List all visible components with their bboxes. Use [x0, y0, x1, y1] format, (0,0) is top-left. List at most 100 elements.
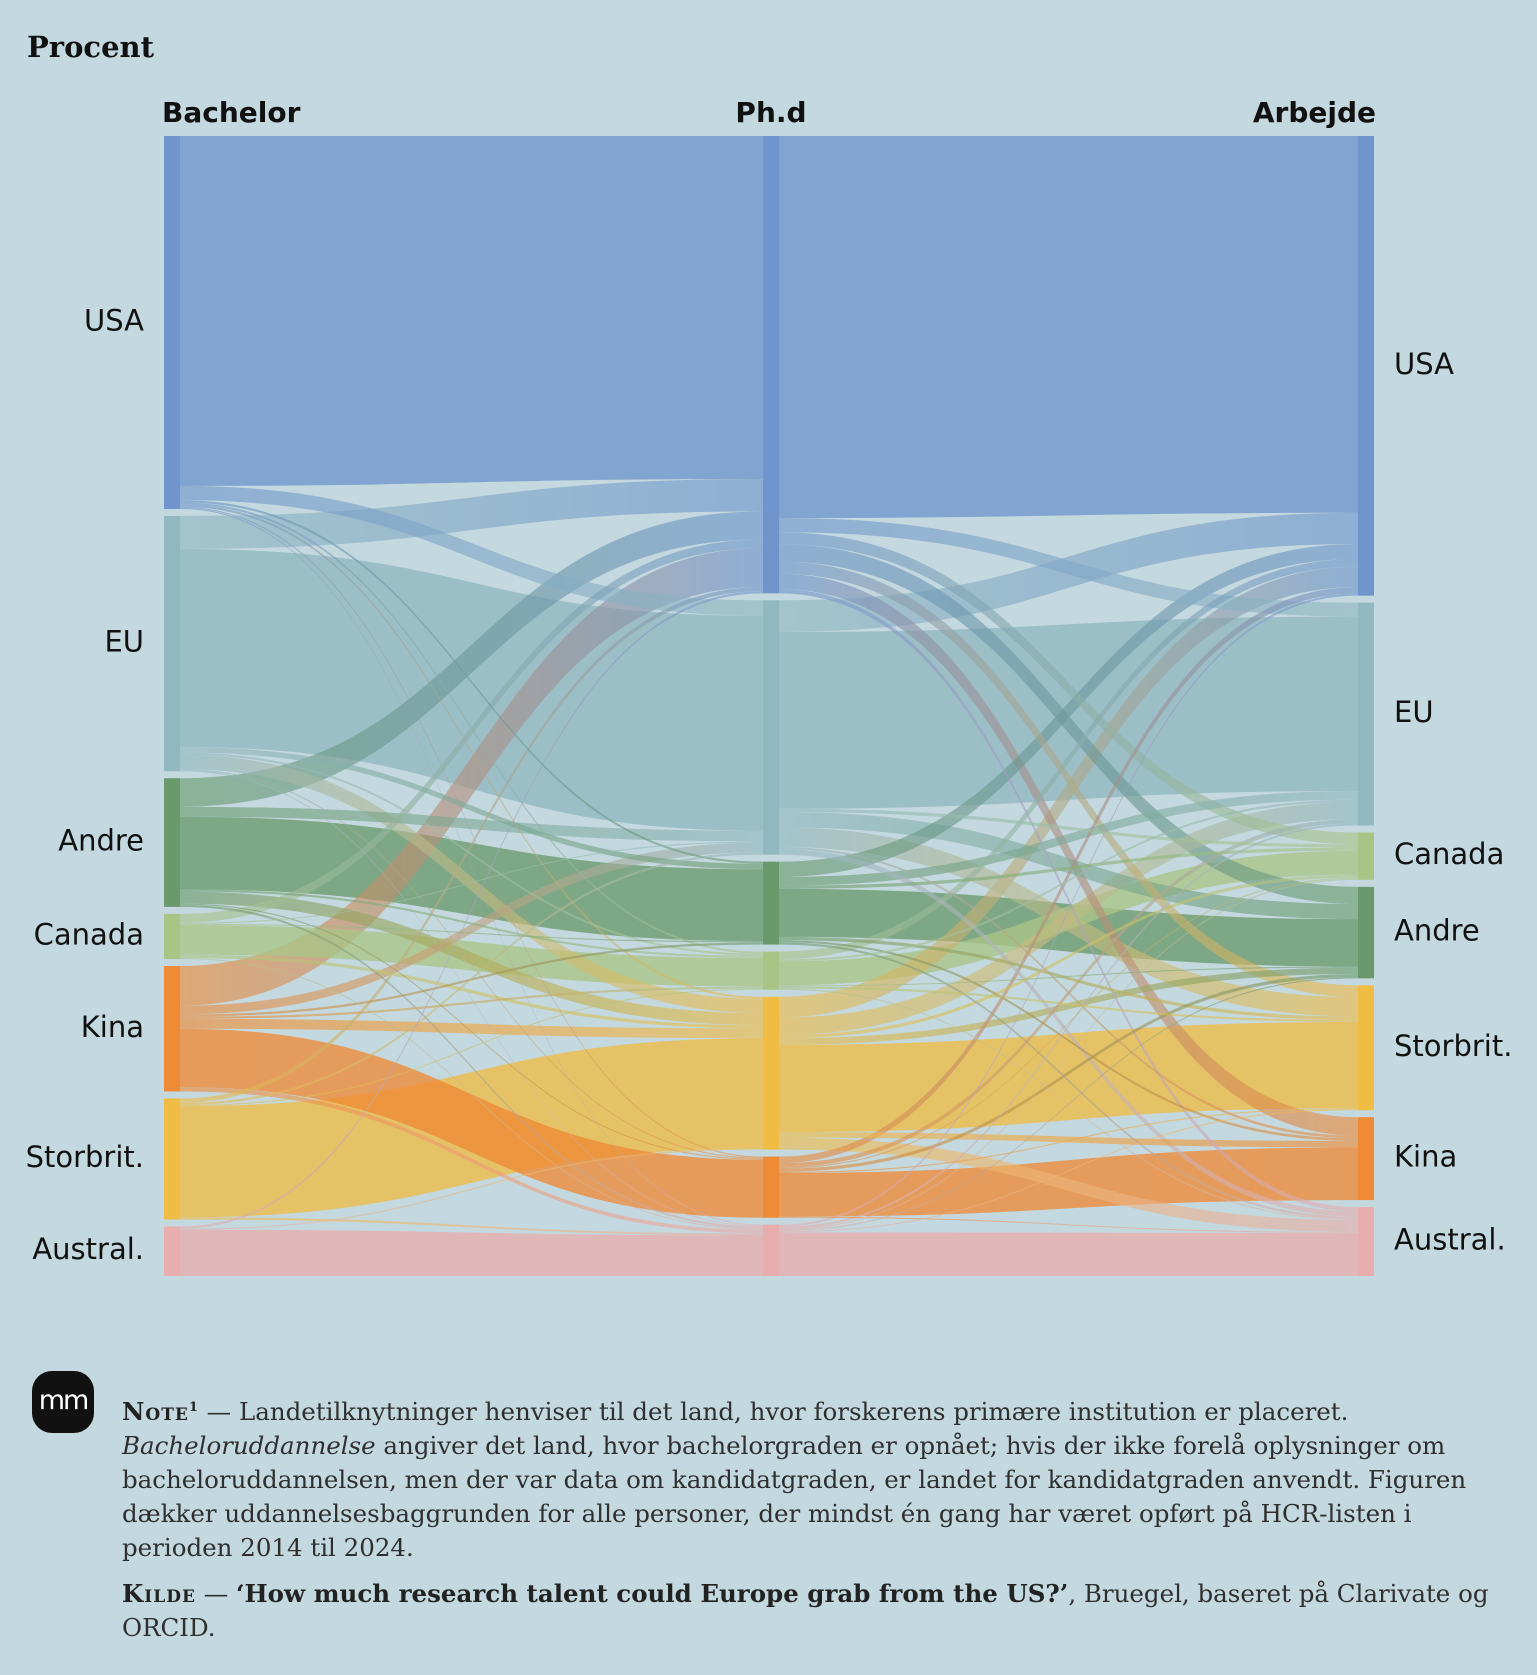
flow-phd-usa-to-kina	[779, 573, 1358, 1136]
flow-bachelor-andre-to-storbrit	[180, 891, 763, 1026]
source-paragraph: Kilde — ‘How much research talent could …	[122, 1579, 1489, 1643]
flow-bachelor-canada-to-storbrit	[180, 954, 763, 1029]
flow-phd-eu-to-canada	[779, 808, 1358, 848]
flow-phd-canada-to-usa	[779, 559, 1358, 960]
note-footnote-mark: 1	[188, 1400, 199, 1415]
flow-phd-canada-to-eu	[779, 799, 1358, 962]
node-bachelor-andre	[164, 778, 180, 907]
node-bachelor-storbrit	[164, 1098, 180, 1220]
flow-phd-austral-to-storbrit	[779, 1109, 1358, 1233]
node-bachelor-usa	[164, 136, 180, 509]
flow-phd-eu-to-andre	[779, 812, 1358, 920]
flow-phd-usa-to-austral	[779, 588, 1358, 1212]
source-lead: Kilde	[122, 1579, 196, 1609]
label-bachelor-eu: EU	[104, 625, 144, 659]
flow-phd-storbrit-to-storbrit	[779, 1021, 1358, 1133]
flow-phd-usa-to-andre	[779, 544, 1358, 905]
flow-phd-austral-to-andre	[779, 977, 1358, 1232]
node-arbejde-storbrit	[1358, 985, 1374, 1111]
flow-phd-andre-to-usa	[779, 543, 1358, 877]
flow-bachelor-usa-to-canada	[180, 502, 763, 954]
flow-bachelor-kina-to-austral	[180, 1087, 763, 1234]
flow-bachelor-usa-to-storbrit	[180, 504, 763, 999]
flow-phd-kina-to-austral	[779, 1216, 1358, 1233]
label-bachelor-kina: Kina	[81, 1010, 144, 1044]
flow-phd-kina-to-storbrit	[779, 1108, 1358, 1173]
sankey-nodes	[164, 136, 1374, 1276]
node-arbejde-andre	[1358, 886, 1374, 979]
node-arbejde-austral	[1358, 1207, 1374, 1276]
flow-bachelor-usa-to-kina	[180, 506, 763, 1158]
flow-phd-eu-to-austral	[779, 849, 1358, 1217]
flow-phd-austral-to-usa	[779, 593, 1358, 1227]
flow-phd-andre-to-eu	[779, 791, 1358, 886]
stage-header-arbejde: Arbejde	[1253, 96, 1376, 129]
node-bachelor-eu	[164, 515, 180, 772]
flow-phd-austral-to-eu	[779, 823, 1358, 1230]
node-bachelor-kina	[164, 966, 180, 1092]
flow-bachelor-eu-to-canada	[180, 752, 763, 956]
flow-bachelor-canada-to-austral	[180, 957, 763, 1230]
node-phd-storbrit	[763, 996, 779, 1150]
notes: Note1 — Landetilknytninger henviser til …	[122, 1391, 1502, 1657]
flow-bachelor-canada-to-usa	[180, 539, 763, 923]
flow-bachelor-storbrit-to-austral	[180, 1217, 763, 1236]
flow-phd-storbrit-to-eu	[779, 801, 1358, 1035]
flow-bachelor-kina-to-kina	[180, 1028, 763, 1218]
flow-phd-usa-to-usa	[779, 136, 1358, 519]
sankey-chart: USA EU Andre Canada Kina Storbrit. Austral. USA…	[26, 96, 1513, 1276]
flow-phd-eu-to-kina	[779, 846, 1358, 1139]
flow-bachelor-kina-to-canada	[180, 986, 763, 1019]
stage-header-bachelor: Bachelor	[162, 96, 301, 129]
node-arbejde-usa	[1358, 136, 1374, 596]
flow-phd-kina-to-andre	[779, 974, 1358, 1172]
label-arbejde-canada: Canada	[1394, 837, 1504, 871]
flow-bachelor-usa-to-andre	[180, 500, 763, 864]
stage-header-phd: Ph.d	[735, 96, 806, 129]
brand-logo: mm	[32, 1371, 94, 1433]
sankey-links	[180, 136, 1358, 1276]
flow-phd-usa-to-eu	[779, 518, 1358, 617]
node-phd-usa	[763, 136, 779, 594]
flow-bachelor-usa-to-austral	[180, 507, 763, 1226]
label-bachelor-storbrit: Storbrit.	[26, 1140, 144, 1174]
flow-phd-canada-to-andre	[779, 966, 1358, 987]
node-arbejde-kina	[1358, 1117, 1374, 1201]
flow-bachelor-usa-to-usa	[180, 136, 763, 486]
flow-bachelor-andre-to-kina	[180, 903, 763, 1160]
flow-phd-austral-to-canada	[779, 878, 1358, 1231]
sankey-labels: USA EU Andre Canada Kina Storbrit. Austral. USA…	[26, 303, 1513, 1266]
source-title: ‘How much research talent could Europe g…	[235, 1579, 1069, 1609]
flow-bachelor-kina-to-storbrit	[180, 1018, 763, 1039]
label-arbejde-austral: Austral.	[1394, 1223, 1506, 1257]
flow-bachelor-eu-to-usa	[180, 478, 763, 549]
flow-phd-andre-to-storbrit	[779, 936, 1358, 1020]
note-paragraph: Note1 — Landetilknytninger henviser til …	[122, 1397, 1467, 1563]
flow-bachelor-andre-to-canada	[180, 889, 763, 958]
flow-phd-andre-to-canada	[779, 847, 1358, 889]
label-bachelor-usa: USA	[84, 303, 144, 337]
node-phd-eu	[763, 600, 779, 855]
label-arbejde-kina: Kina	[1394, 1140, 1457, 1174]
flow-phd-storbrit-to-canada	[779, 874, 1358, 1039]
label-arbejde-andre: Andre	[1394, 914, 1480, 948]
label-arbejde-eu: EU	[1394, 695, 1434, 729]
node-phd-kina	[763, 1156, 779, 1218]
flow-bachelor-austral-to-usa	[180, 591, 763, 1229]
flow-bachelor-austral-to-austral	[180, 1229, 763, 1276]
flow-phd-austral-to-austral	[779, 1232, 1358, 1276]
flow-phd-usa-to-canada	[779, 532, 1358, 845]
flow-bachelor-andre-to-usa	[180, 511, 763, 807]
note-italic: Bacheloruddannelse	[122, 1431, 376, 1461]
node-phd-canada	[763, 951, 779, 990]
flow-bachelor-andre-to-austral	[180, 904, 763, 1229]
label-arbejde-storbrit: Storbrit.	[1394, 1029, 1512, 1063]
flow-bachelor-eu-to-storbrit	[180, 754, 763, 1014]
label-bachelor-canada: Canada	[34, 917, 144, 951]
flow-bachelor-andre-to-eu	[180, 806, 763, 842]
flow-phd-storbrit-to-usa	[779, 566, 1358, 1018]
flow-phd-andre-to-austral	[779, 942, 1358, 1219]
flow-bachelor-kina-to-usa	[180, 548, 763, 1006]
label-bachelor-austral: Austral.	[32, 1232, 144, 1266]
flow-phd-canada-to-storbrit	[779, 986, 1358, 1022]
